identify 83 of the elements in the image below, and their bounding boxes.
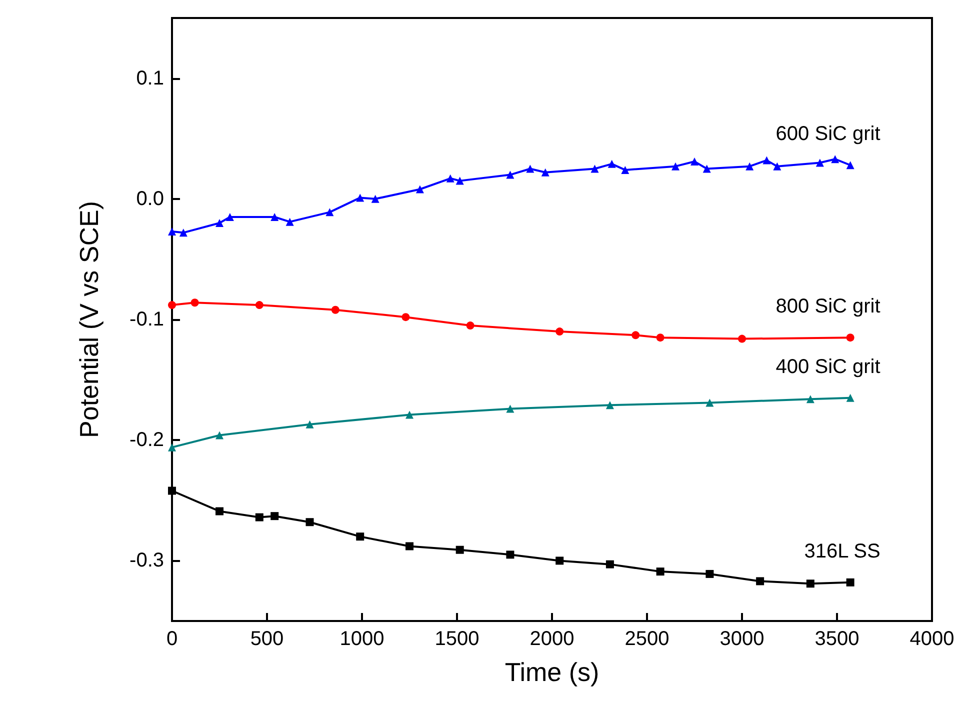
point [556,328,564,336]
x-tick-label: 500 [250,628,284,650]
series-label: 800 SiC grit [776,296,881,318]
point [168,301,176,310]
point [356,194,364,202]
point [746,162,754,170]
point [326,208,334,216]
point [168,227,176,236]
point [706,398,714,407]
point [606,560,614,568]
point [306,420,314,428]
point [356,532,364,541]
point [216,431,224,440]
series-label: 600 SiC grit [776,123,881,146]
point [255,513,264,522]
point [506,550,514,559]
point [556,556,564,565]
point [371,194,380,203]
x-tick-label: 3000 [720,628,764,650]
x-tick-label: 2000 [530,628,574,650]
y-tick-label: -0.2 [130,429,164,452]
point [526,164,534,173]
point [846,161,854,170]
point [702,164,711,173]
point [762,156,771,164]
point [690,158,698,166]
y-tick-label: 0.1 [136,67,164,90]
point [846,394,854,402]
point [773,162,782,170]
series-label: 400 SiC grit [776,356,881,378]
point [846,578,854,586]
point [306,518,314,526]
y-tick-label: 0.0 [136,188,164,210]
y-tick-label: -0.3 [130,550,164,572]
point [255,301,264,310]
series-label: 316L SS [804,540,880,562]
point [590,164,599,173]
point [816,158,824,167]
x-tick-label: 3500 [814,628,860,650]
x-tick-label: 1500 [434,628,480,650]
point [456,176,464,185]
point [446,174,454,182]
point [168,443,176,452]
point [270,212,279,221]
point [656,568,664,576]
point [216,219,224,228]
point [286,218,294,226]
point [456,546,464,554]
point [806,580,814,588]
point [506,170,514,179]
y-axis-title: Potential (V vs SCE) [74,201,104,438]
point [179,228,188,237]
x-tick-label: 1000 [340,628,384,650]
y-tick-label: -0.1 [130,308,164,330]
point [466,322,474,330]
point [168,486,176,495]
point [190,298,199,307]
point [270,512,279,520]
point [621,166,630,174]
point [406,542,414,550]
point [738,334,746,343]
point [608,160,616,168]
point [406,410,414,419]
point [226,212,234,221]
point [402,313,410,322]
point [846,334,854,342]
point [656,334,664,342]
point [416,185,424,194]
point [706,570,714,578]
point [806,395,814,404]
point [632,331,640,340]
x-tick-label: 4000 [910,628,954,650]
x-tick-label: 0 [166,628,178,650]
point [672,162,680,170]
x-axis-title: Time (s) [504,657,600,687]
point [506,404,514,413]
point [331,306,340,314]
point [756,577,764,586]
point [541,168,550,176]
point [606,401,614,410]
point [216,507,224,516]
point [831,155,840,164]
x-tick-label: 2500 [624,628,670,650]
